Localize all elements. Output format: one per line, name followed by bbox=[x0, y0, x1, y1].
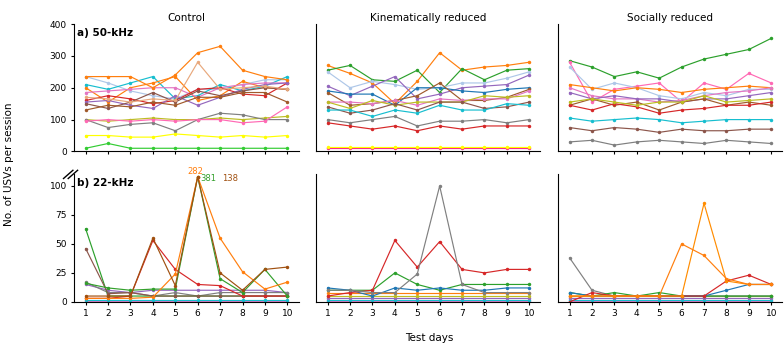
Text: b) 22-kHz: b) 22-kHz bbox=[77, 178, 133, 188]
Title: Control: Control bbox=[168, 13, 205, 23]
Text: No. of USVs per session: No. of USVs per session bbox=[5, 103, 14, 226]
Title: Socially reduced: Socially reduced bbox=[627, 13, 713, 23]
Text: 138: 138 bbox=[223, 174, 238, 182]
Text: a) 50-kHz: a) 50-kHz bbox=[77, 28, 132, 38]
Title: Kinematically reduced: Kinematically reduced bbox=[370, 13, 487, 23]
Text: Test days: Test days bbox=[405, 333, 454, 343]
Text: 282: 282 bbox=[187, 167, 204, 176]
Text: 381: 381 bbox=[200, 174, 216, 182]
